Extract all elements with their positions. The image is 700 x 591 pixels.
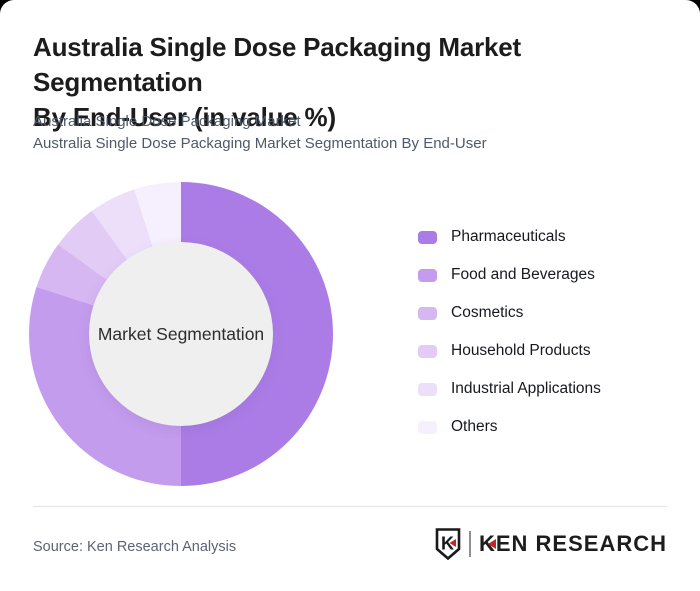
legend-label: Cosmetics [451, 304, 524, 321]
subtitle-block: Australia Single Dose Packaging Market A… [33, 111, 487, 155]
shield-k-emblem-icon: K [435, 528, 461, 560]
legend-label: Household Products [451, 342, 591, 359]
legend-item: Pharmaceuticals [418, 218, 601, 256]
legend-item: Others [418, 408, 601, 446]
legend-swatch-icon [418, 230, 437, 244]
legend-label: Food and Beverages [451, 266, 595, 283]
legend-label: Others [451, 418, 498, 435]
page-title-line-1: Australia Single Dose Packaging Market S… [33, 32, 522, 97]
logo-wordmark: KEN RESEARCH [479, 531, 667, 557]
legend-item: Industrial Applications [418, 370, 601, 408]
ken-research-logo: K KEN RESEARCH [435, 528, 667, 560]
subtitle-line-2: Australia Single Dose Packaging Market S… [33, 135, 487, 152]
chart-legend: Pharmaceuticals Food and Beverages Cosme… [418, 218, 601, 446]
legend-item: Cosmetics [418, 294, 601, 332]
legend-item: Household Products [418, 332, 601, 370]
donut-chart: Market Segmentation [29, 182, 333, 486]
footer-divider [33, 506, 667, 507]
page-title: Australia Single Dose Packaging Market S… [33, 30, 673, 135]
chart-center-label: Market Segmentation [97, 323, 265, 344]
page-title-line-2: By End-User (in value %) [33, 102, 336, 132]
svg-text:K: K [441, 534, 454, 554]
legend-swatch-icon [418, 344, 437, 358]
legend-swatch-icon [418, 382, 437, 396]
logo-divider [468, 531, 471, 557]
legend-swatch-icon [418, 420, 437, 434]
source-text: Source: Ken Research Analysis [33, 539, 237, 555]
subtitle-line-1: Australia Single Dose Packaging Market [33, 113, 301, 130]
donut-center: Market Segmentation [89, 242, 273, 426]
legend-item: Food and Beverages [418, 256, 601, 294]
logo-red-triangle-icon [487, 539, 496, 549]
logo-wordmark-text: KEN RESEARCH [478, 531, 667, 556]
legend-label: Industrial Applications [451, 380, 601, 397]
legend-swatch-icon [418, 268, 437, 282]
legend-swatch-icon [418, 306, 437, 320]
legend-label: Pharmaceuticals [451, 228, 566, 245]
